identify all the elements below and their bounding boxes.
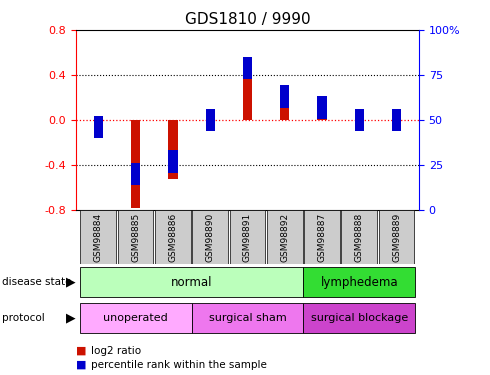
FancyBboxPatch shape [303, 303, 415, 333]
Text: GSM98886: GSM98886 [169, 213, 177, 262]
FancyBboxPatch shape [304, 210, 340, 264]
Bar [280, 95, 290, 120]
Bar [280, 86, 290, 108]
Bar [318, 109, 327, 120]
FancyBboxPatch shape [303, 267, 415, 297]
Text: ▶: ▶ [66, 311, 76, 324]
Bar [205, 109, 215, 131]
Text: disease state: disease state [2, 277, 72, 287]
Text: GSM98889: GSM98889 [392, 213, 401, 262]
FancyBboxPatch shape [192, 303, 303, 333]
FancyBboxPatch shape [192, 210, 228, 264]
Bar [392, 109, 401, 131]
FancyBboxPatch shape [267, 210, 303, 264]
Text: GSM98884: GSM98884 [94, 213, 103, 262]
Bar [131, 163, 140, 185]
FancyBboxPatch shape [229, 210, 266, 264]
Bar [355, 109, 364, 131]
Text: GSM98892: GSM98892 [280, 213, 289, 262]
Text: surgical blockage: surgical blockage [311, 313, 408, 323]
Text: GSM98887: GSM98887 [318, 213, 326, 262]
Text: GSM98885: GSM98885 [131, 213, 140, 262]
Text: ▶: ▶ [66, 276, 76, 289]
Text: protocol: protocol [2, 313, 45, 323]
Bar [94, 116, 103, 138]
FancyBboxPatch shape [80, 303, 192, 333]
FancyBboxPatch shape [379, 210, 415, 264]
Text: lymphedema: lymphedema [320, 276, 398, 289]
FancyBboxPatch shape [80, 267, 303, 297]
Bar [318, 96, 327, 118]
Text: GSM98890: GSM98890 [206, 213, 215, 262]
Bar [168, 150, 177, 172]
Text: GSM98888: GSM98888 [355, 213, 364, 262]
Bar [243, 57, 252, 79]
Bar [243, 62, 252, 120]
Text: unoperated: unoperated [103, 313, 168, 323]
Text: surgical sham: surgical sham [209, 313, 286, 323]
Text: ■: ■ [76, 346, 86, 355]
Text: log2 ratio: log2 ratio [91, 346, 141, 355]
FancyBboxPatch shape [80, 210, 116, 264]
FancyBboxPatch shape [118, 210, 153, 264]
FancyBboxPatch shape [342, 210, 377, 264]
Text: percentile rank within the sample: percentile rank within the sample [91, 360, 267, 369]
Bar [168, 120, 177, 178]
Bar [94, 120, 103, 129]
Text: GSM98891: GSM98891 [243, 213, 252, 262]
FancyBboxPatch shape [155, 210, 191, 264]
Text: ■: ■ [76, 360, 86, 369]
Text: normal: normal [171, 276, 212, 289]
Bar [131, 120, 140, 208]
Title: GDS1810 / 9990: GDS1810 / 9990 [185, 12, 310, 27]
